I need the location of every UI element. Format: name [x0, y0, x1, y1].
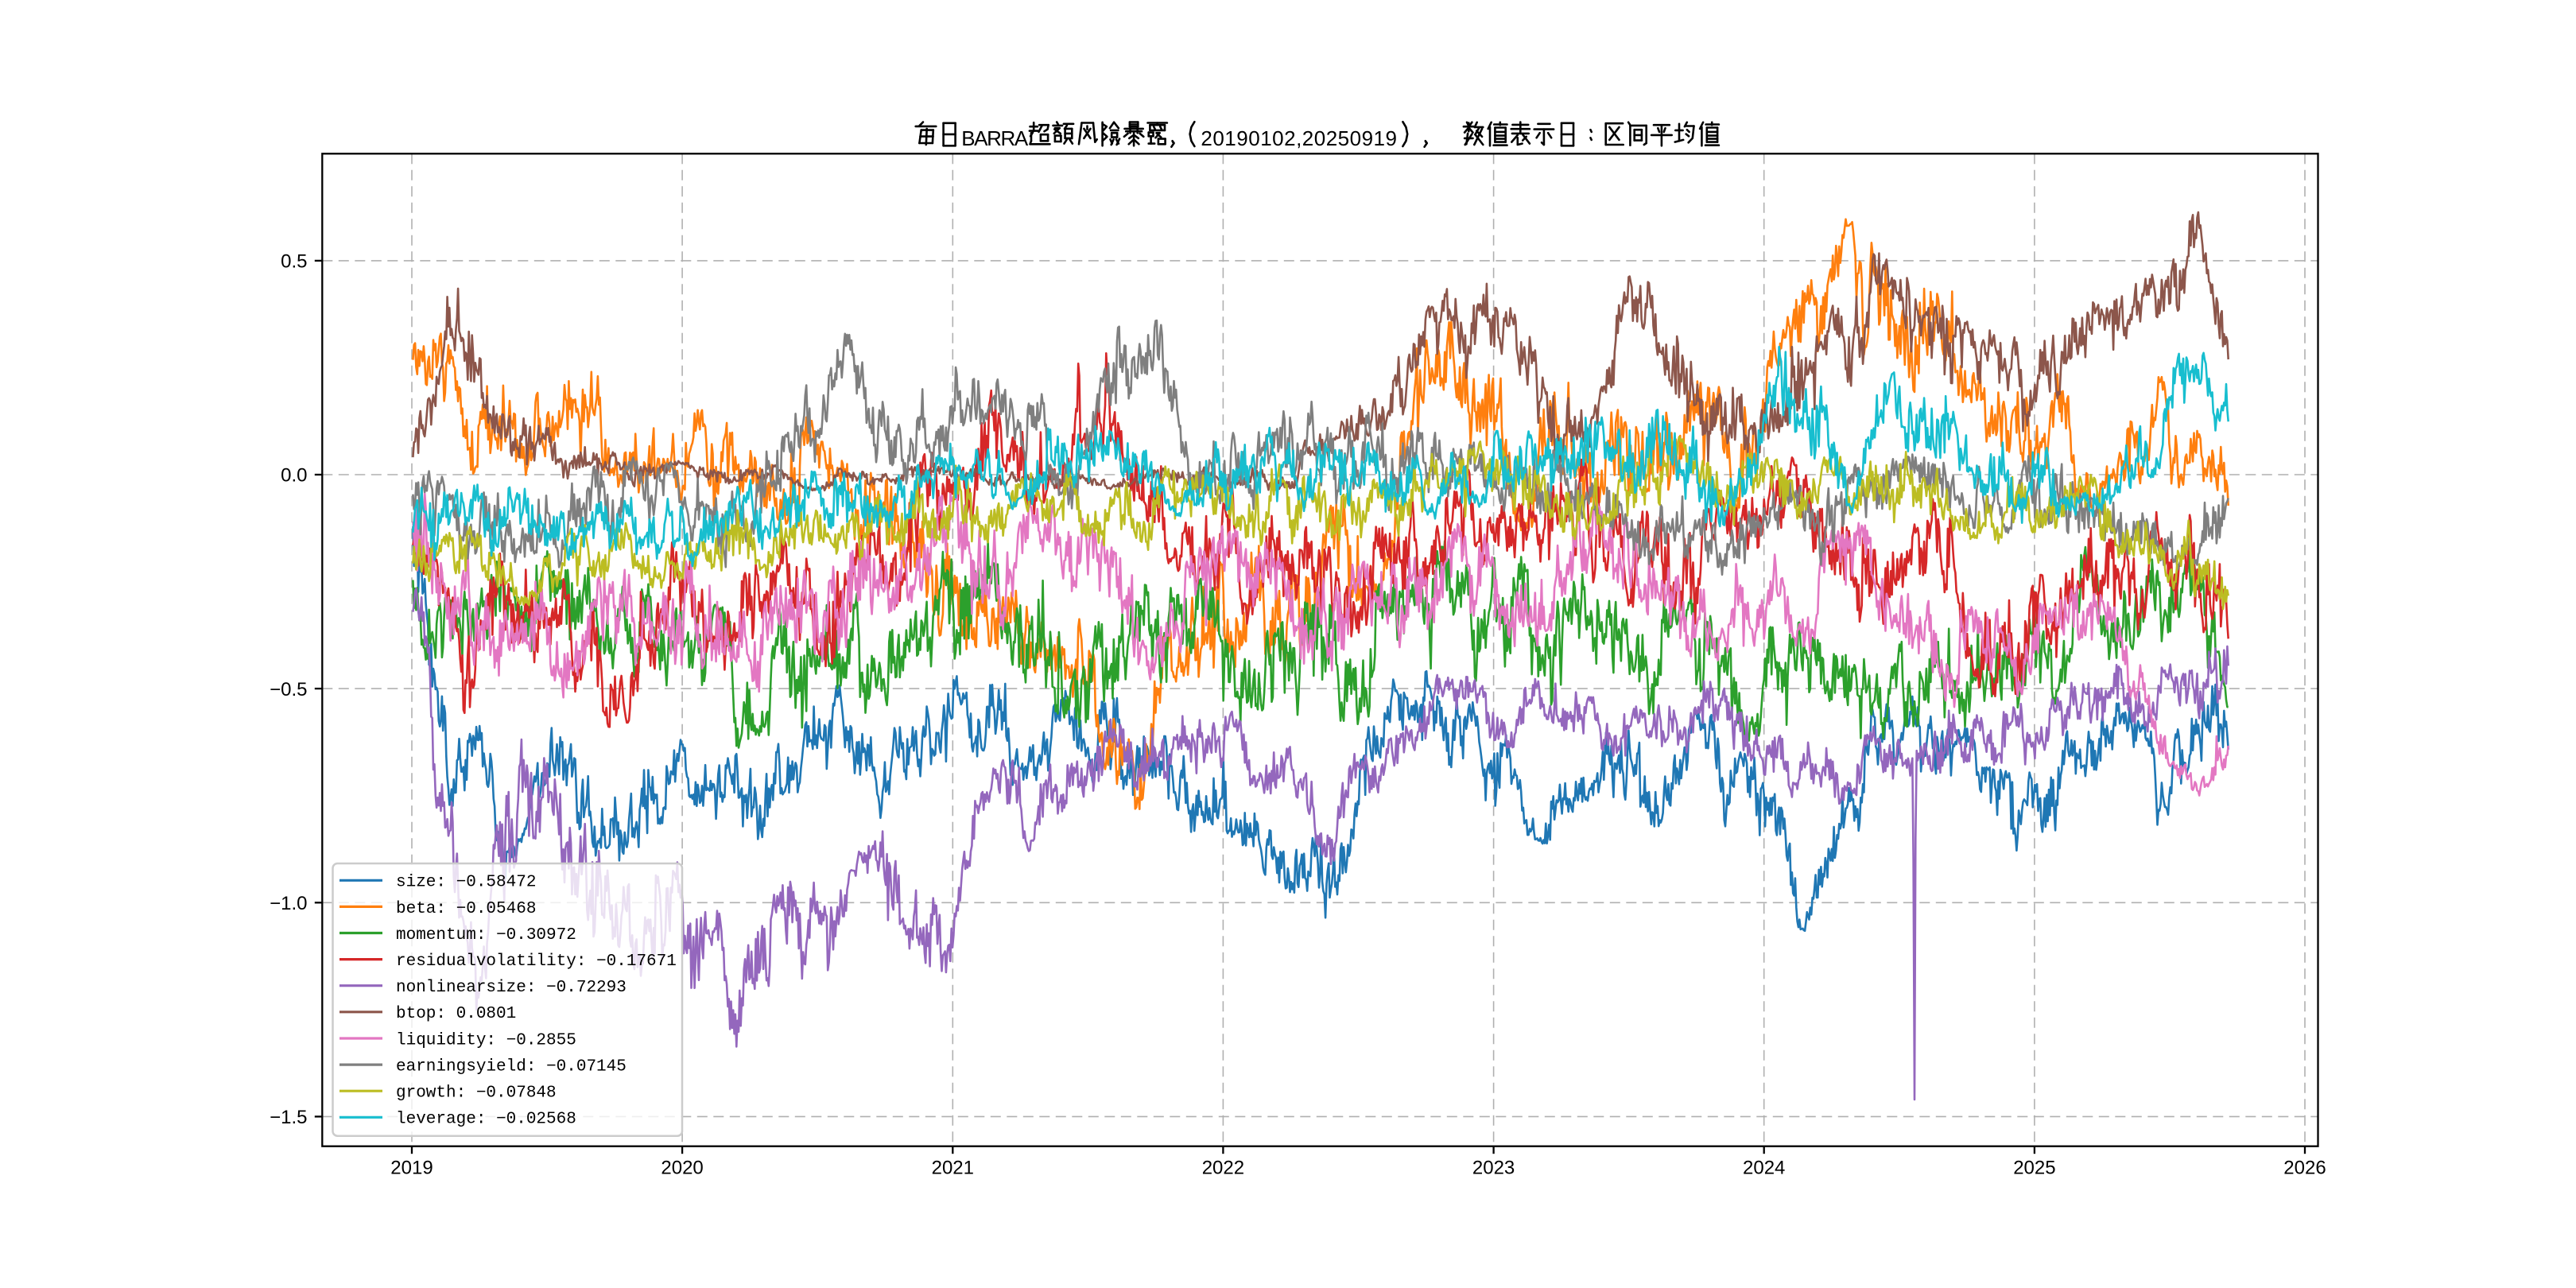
svg-text:2023: 2023 — [1472, 1158, 1515, 1179]
svg-text:20190102,20250919: 20190102,20250919 — [1201, 126, 1397, 150]
svg-text:size: −0.58472: size: −0.58472 — [396, 874, 536, 892]
svg-text:2021: 2021 — [932, 1158, 974, 1179]
svg-text:−1.5: −1.5 — [270, 1107, 307, 1128]
svg-text:2020: 2020 — [661, 1158, 703, 1179]
svg-text:2025: 2025 — [2013, 1158, 2055, 1179]
svg-text:2026: 2026 — [2283, 1158, 2326, 1179]
svg-text:beta: −0.05468: beta: −0.05468 — [396, 900, 536, 918]
svg-text:nonlinearsize: −0.72293: nonlinearsize: −0.72293 — [396, 979, 627, 997]
svg-text:residualvolatility: −0.17671: residualvolatility: −0.17671 — [396, 952, 677, 971]
svg-text:btop: 0.0801: btop: 0.0801 — [396, 1005, 516, 1023]
svg-text:2019: 2019 — [390, 1158, 433, 1179]
svg-text:2024: 2024 — [1743, 1158, 1785, 1179]
svg-text:0.5: 0.5 — [281, 251, 307, 273]
svg-text:2022: 2022 — [1202, 1158, 1244, 1179]
svg-text:liquidity: −0.2855: liquidity: −0.2855 — [396, 1031, 576, 1049]
svg-text:momentum: −0.30972: momentum: −0.30972 — [396, 926, 576, 945]
svg-text:0.0: 0.0 — [281, 465, 307, 487]
svg-text:−0.5: −0.5 — [270, 679, 307, 700]
svg-text:leverage: −0.02568: leverage: −0.02568 — [396, 1111, 576, 1129]
svg-text:BARRA: BARRA — [961, 126, 1029, 150]
svg-text:growth: −0.07848: growth: −0.07848 — [396, 1084, 557, 1103]
svg-text:−1.0: −1.0 — [270, 893, 307, 914]
svg-text:earningsyield: −0.07145: earningsyield: −0.07145 — [396, 1058, 627, 1077]
